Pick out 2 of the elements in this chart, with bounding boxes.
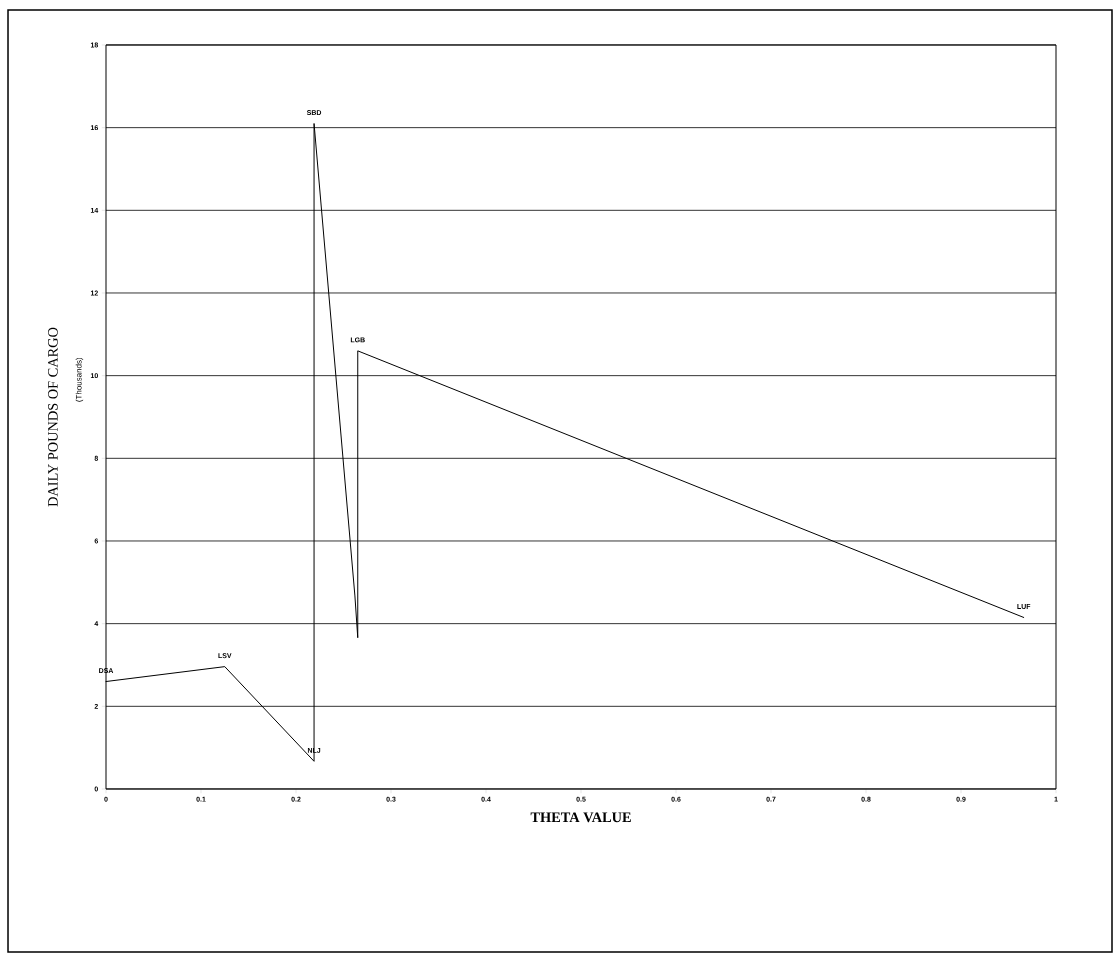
x-axis-title: THETA VALUE [530,812,631,823]
y-axis-title: DAILY POUNDS OF CARGO [48,327,58,507]
